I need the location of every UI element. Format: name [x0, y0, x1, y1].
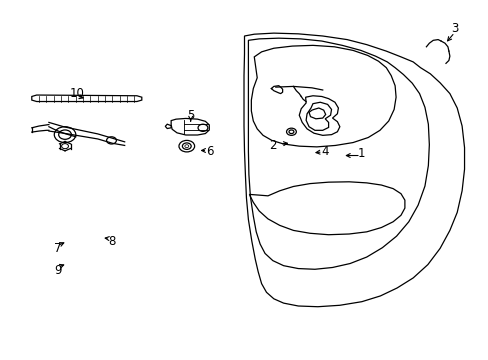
Text: 6: 6 — [206, 145, 214, 158]
Text: 2: 2 — [268, 139, 276, 152]
Text: 8: 8 — [107, 235, 115, 248]
Text: 4: 4 — [321, 145, 328, 158]
Text: 3: 3 — [450, 22, 458, 35]
Text: 9: 9 — [54, 264, 61, 276]
Text: 5: 5 — [186, 109, 194, 122]
Text: 7: 7 — [54, 242, 61, 255]
Text: 10: 10 — [70, 87, 84, 100]
Text: 1: 1 — [357, 147, 365, 159]
